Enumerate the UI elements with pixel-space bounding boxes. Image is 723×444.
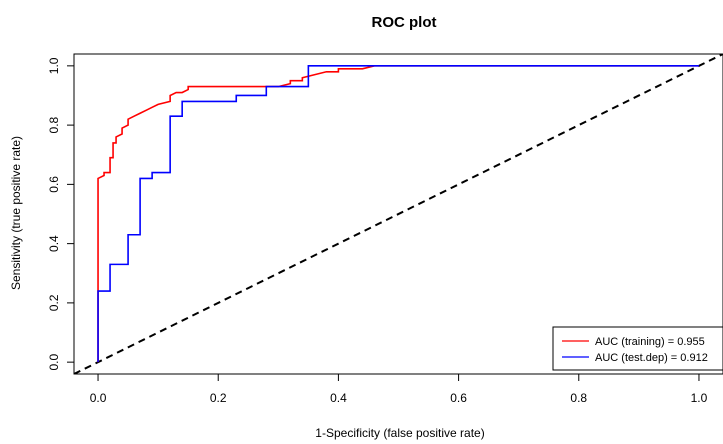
x-tick-label: 0.2 [210,391,227,405]
series-layer [74,54,723,374]
legend: AUC (training) = 0.955 AUC (test.dep) = … [552,326,723,371]
roc-curve-training [97,65,699,363]
y-axis-label: Sensitivity (true positive rate) [9,136,23,290]
legend-box [552,326,723,371]
y-axis: 0.0 0.2 0.4 0.6 0.8 1.0 [47,57,74,370]
x-tick-label: 1.0 [691,391,708,405]
x-tick-label: 0.8 [570,391,587,405]
x-tick-label: 0.0 [90,391,107,405]
legend-label-test: AUC (test.dep) = 0.912 [595,352,708,364]
y-tick-label: 0.2 [47,294,61,311]
y-tick-label: 0.6 [47,176,61,193]
y-tick-label: 1.0 [47,57,61,74]
chart-title: ROC plot [372,14,437,31]
y-tick-label: 0.8 [47,116,61,133]
roc-curve-test [97,65,699,363]
x-tick-label: 0.4 [330,391,347,405]
x-tick-label: 0.6 [450,391,467,405]
reference-diagonal-line [74,54,723,374]
y-tick-label: 0.4 [47,235,61,252]
legend-label-training: AUC (training) = 0.955 [595,336,705,348]
x-axis: 0.0 0.2 0.4 0.6 0.8 1.0 [90,373,708,405]
y-tick-label: 0.0 [47,353,61,370]
x-axis-label: 1-Specificity (false positive rate) [315,426,484,440]
